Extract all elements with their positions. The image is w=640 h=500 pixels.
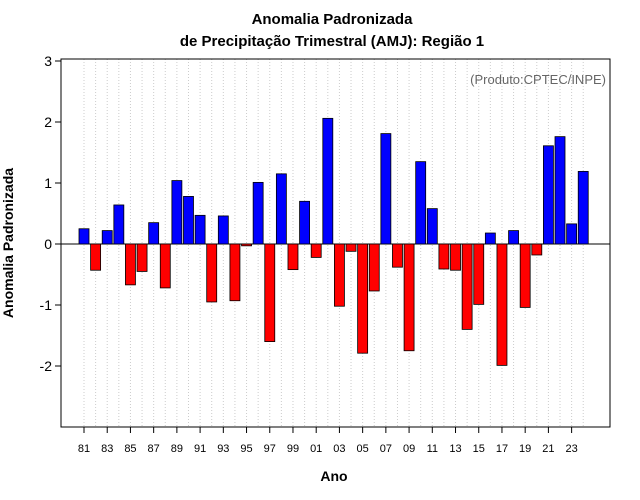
bar-92 — [206, 243, 218, 303]
x-tick-label: 15 — [473, 443, 485, 455]
y-tick-label: 3 — [44, 53, 52, 69]
bar-96 — [252, 181, 264, 245]
chart-title: Anomalia Padronizada — [252, 11, 414, 28]
x-tick-label: 97 — [264, 443, 276, 455]
bar-18 — [508, 230, 519, 245]
bar-93 — [217, 215, 229, 245]
x-tick-label: 93 — [217, 443, 229, 455]
bar-04 — [345, 243, 357, 252]
bar-82 — [90, 243, 102, 271]
bar-85 — [125, 243, 136, 286]
bar-19 — [519, 243, 531, 308]
bar-11 — [426, 208, 438, 245]
x-tick-label: 83 — [101, 443, 113, 455]
bar-81 — [78, 228, 90, 245]
x-tick-label: 87 — [148, 443, 160, 455]
x-axis-title: Ano — [320, 468, 347, 484]
bar-20 — [531, 243, 543, 256]
y-tick-label: -2 — [40, 358, 53, 374]
plot-frame — [60, 58, 611, 428]
bar-88 — [159, 243, 171, 289]
bar-98 — [275, 173, 287, 245]
bar-10 — [415, 161, 427, 245]
x-tick-label: 05 — [357, 443, 369, 455]
x-tick-label: 17 — [496, 443, 508, 455]
bar-15 — [473, 243, 485, 305]
bar-97 — [264, 243, 276, 342]
bar-90 — [183, 196, 194, 245]
bar-24 — [577, 171, 589, 245]
x-tick-label: 11 — [427, 443, 438, 455]
bar-07 — [380, 133, 392, 245]
bar-91 — [194, 214, 206, 245]
x-tick-label: 91 — [194, 443, 206, 455]
bar-08 — [392, 243, 403, 268]
bar-23 — [566, 223, 578, 245]
bar-21 — [543, 145, 554, 245]
bar-09 — [403, 243, 415, 352]
bar-16 — [484, 232, 496, 245]
x-tick-label: 95 — [240, 443, 252, 455]
x-tick-label: 09 — [403, 443, 415, 455]
x-tick-label: 85 — [124, 443, 136, 455]
bar-13 — [450, 243, 461, 271]
x-axis: 81 83 85 87 89 91 93 95 97 99 01 03 05 07 09 11 13 15 17 19… — [78, 427, 578, 455]
y-tick-label: 2 — [44, 114, 52, 130]
bar-17 — [496, 243, 508, 366]
bar-01 — [310, 243, 322, 258]
x-tick-label: 89 — [171, 443, 183, 455]
x-tick-label: 13 — [449, 443, 461, 455]
bar-22 — [554, 136, 566, 245]
x-tick-label: 01 — [310, 443, 322, 455]
bars — [78, 117, 589, 366]
bar-03 — [334, 243, 345, 307]
bar-95 — [241, 243, 252, 247]
x-tick-label: 21 — [542, 443, 554, 455]
credit-label: (Produto:CPTEC/INPE) — [470, 72, 606, 87]
bar-14 — [461, 243, 473, 330]
x-tick-label: 03 — [333, 443, 345, 455]
bar-12 — [438, 243, 450, 270]
bar-89 — [171, 180, 183, 245]
chart-subtitle: de Precipitação Trimestral (AMJ): Região… — [180, 33, 484, 50]
bar-86 — [136, 243, 148, 272]
y-axis-title: Anomalia Padronizada — [0, 168, 16, 318]
x-tick-label: 81 — [78, 443, 90, 455]
x-tick-label: 23 — [565, 443, 577, 455]
bar-99 — [287, 243, 299, 271]
bar-00 — [299, 200, 310, 245]
x-tick-label: 99 — [287, 443, 299, 455]
bar-84 — [113, 204, 125, 245]
y-tick-label: 1 — [44, 175, 52, 191]
bar-02 — [322, 117, 334, 245]
bar-83 — [101, 230, 113, 245]
y-axis: -2 -1 0 1 2 3 — [40, 53, 61, 374]
x-tick-label: 19 — [519, 443, 531, 455]
y-tick-label: -1 — [40, 297, 53, 313]
x-tick-label: 07 — [380, 443, 392, 455]
bar-05 — [357, 243, 369, 354]
y-tick-label: 0 — [44, 236, 52, 252]
bar-87 — [148, 222, 160, 245]
bar-06 — [368, 243, 380, 292]
bar-94 — [229, 243, 241, 302]
